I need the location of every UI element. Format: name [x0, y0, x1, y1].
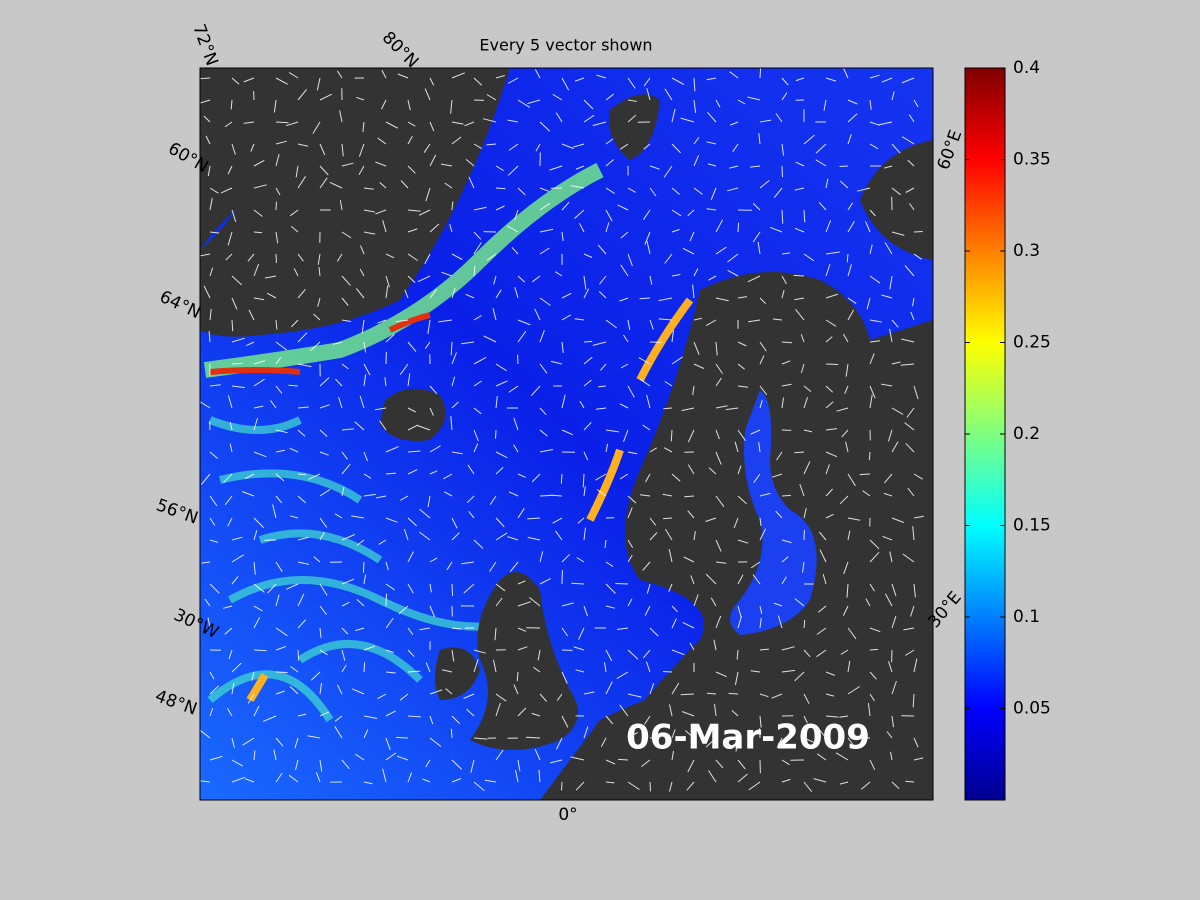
colorbar-tick-label: 0.2 — [1013, 424, 1040, 444]
current-streak — [203, 162, 604, 378]
current-streak — [209, 312, 431, 375]
colorbar-tick-label: 0.25 — [1013, 333, 1051, 353]
map — [200, 68, 933, 800]
colorbar-tick-label: 0.3 — [1013, 241, 1040, 261]
colorbar-tick-label: 0.15 — [1013, 516, 1051, 536]
colorbar-tick-label: 0.05 — [1013, 699, 1051, 719]
current-streak — [207, 416, 522, 723]
colorbar-tick-label: 0.1 — [1013, 607, 1040, 627]
land-iceland — [380, 388, 446, 441]
baltic-sea — [730, 390, 817, 635]
land-greenland — [200, 68, 510, 337]
colorbar: 0.05 0.1 0.15 0.2 0.25 0.3 0.35 0.4 — [964, 58, 1051, 801]
map-label: 0° — [558, 805, 577, 825]
colorbar-ramp — [964, 67, 1006, 801]
title: Every 5 vector shown — [479, 36, 652, 55]
land-svalbard — [609, 94, 660, 160]
land-europe — [540, 680, 933, 800]
land-britain — [470, 572, 578, 750]
land-ireland — [435, 647, 480, 700]
map-frame — [199, 67, 934, 801]
colorbar-tick-label: 0.35 — [1013, 150, 1051, 170]
vector-field — [200, 68, 924, 793]
date-label: 06-Mar-2009 — [626, 718, 870, 758]
colorbar-tick-label: 0.4 — [1013, 58, 1040, 78]
vectors — [200, 68, 924, 793]
